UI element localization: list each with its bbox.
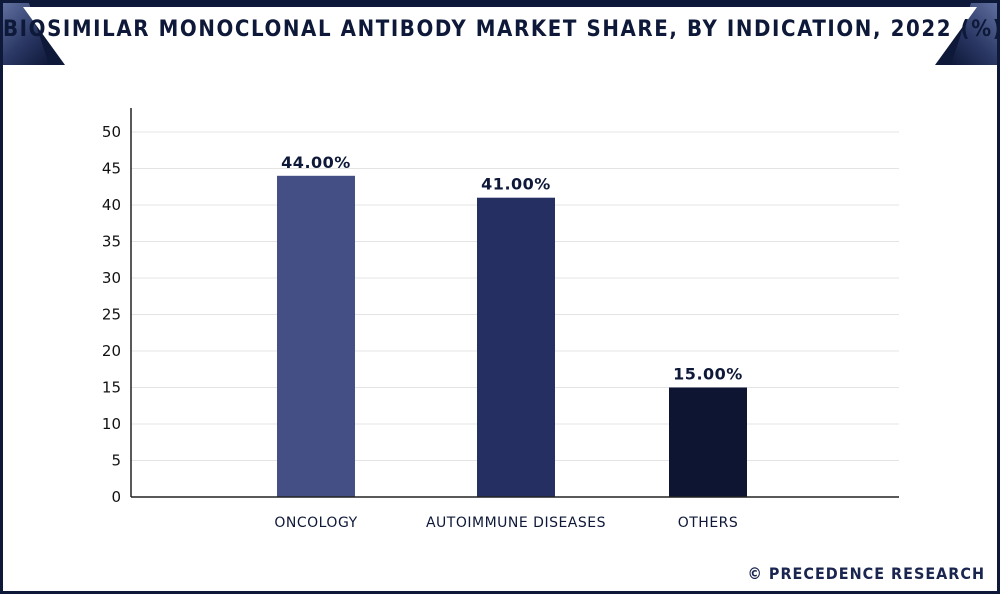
bar: [477, 197, 555, 497]
y-tick-label: 35: [102, 233, 121, 251]
y-tick-label: 40: [102, 196, 121, 214]
y-tick-label: 10: [102, 415, 121, 433]
y-tick-label: 30: [102, 269, 121, 287]
title-band: [23, 7, 977, 65]
y-tick-label: 50: [102, 123, 121, 141]
y-tick-label: 0: [111, 488, 121, 506]
bar-chart: 0 5 10 15 20 25 30 35 40 45 50 44.00% ONCOLOGY 41.00%…: [102, 108, 899, 531]
bar: [669, 387, 747, 497]
title-header: BIOSIMILAR MONOCLONAL ANTIBODY MARKET SH…: [3, 3, 1000, 65]
data-label: 41.00%: [481, 175, 551, 194]
data-label: 44.00%: [281, 153, 351, 172]
x-tick-label: ONCOLOGY: [274, 515, 357, 531]
y-tick-label: 45: [102, 160, 121, 178]
y-tick-label: 5: [111, 452, 121, 470]
source-credit: © PRECEDENCE RESEARCH: [747, 564, 985, 583]
y-tick-label: 20: [102, 342, 121, 360]
data-label: 15.00%: [673, 365, 743, 384]
x-tick-label: AUTOIMMUNE DISEASES: [426, 515, 606, 531]
y-tick-label: 25: [102, 306, 121, 324]
bar: [277, 175, 355, 498]
x-tick-label: OTHERS: [678, 515, 739, 531]
y-tick-label: 15: [102, 379, 121, 397]
chart-title: BIOSIMILAR MONOCLONAL ANTIBODY MARKET SH…: [3, 17, 1000, 42]
